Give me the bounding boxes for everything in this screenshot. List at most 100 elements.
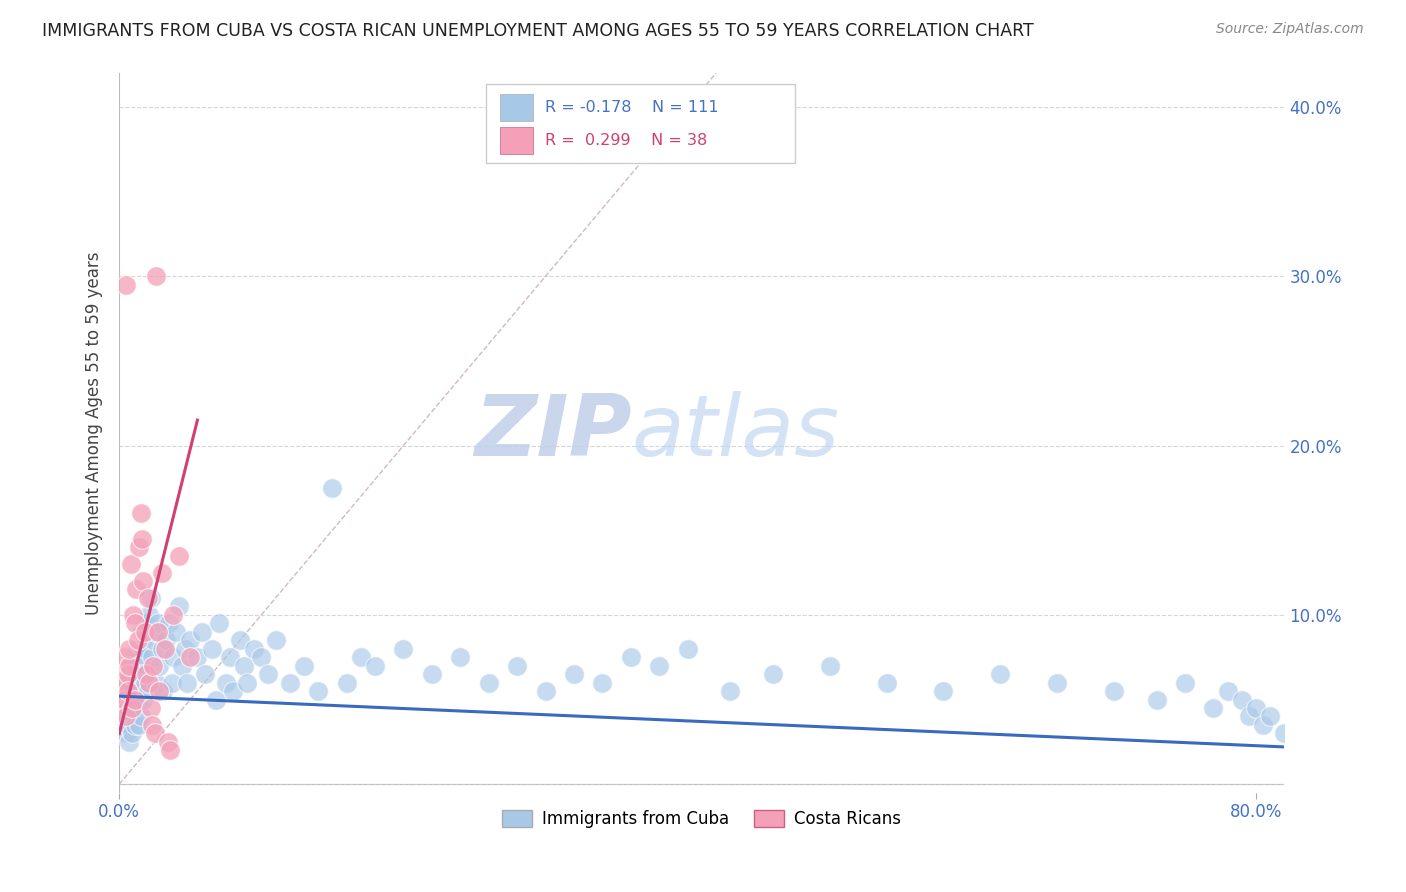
Point bbox=[138, 607, 160, 622]
Text: R =  0.299    N = 38: R = 0.299 N = 38 bbox=[544, 133, 707, 148]
Point bbox=[1258, 709, 1281, 723]
Point bbox=[278, 675, 301, 690]
Point bbox=[818, 658, 841, 673]
Point bbox=[139, 591, 162, 605]
Point bbox=[129, 506, 152, 520]
Point bbox=[876, 675, 898, 690]
Point bbox=[173, 641, 195, 656]
Point bbox=[932, 684, 955, 698]
Point bbox=[124, 718, 146, 732]
Point bbox=[134, 624, 156, 639]
Point bbox=[117, 684, 139, 698]
FancyBboxPatch shape bbox=[486, 84, 794, 163]
Point bbox=[167, 599, 190, 614]
Point bbox=[138, 675, 160, 690]
Point bbox=[118, 684, 141, 698]
Point bbox=[1251, 718, 1274, 732]
Point bbox=[364, 658, 387, 673]
Point bbox=[1146, 692, 1168, 706]
Point bbox=[146, 616, 169, 631]
Point bbox=[160, 675, 183, 690]
Point bbox=[142, 633, 165, 648]
Point bbox=[170, 658, 193, 673]
Point bbox=[1102, 684, 1125, 698]
Point bbox=[153, 641, 176, 656]
Point bbox=[132, 692, 155, 706]
Point bbox=[124, 667, 146, 681]
Text: ZIP: ZIP bbox=[474, 392, 631, 475]
Point bbox=[148, 684, 170, 698]
Point bbox=[111, 675, 134, 690]
Point bbox=[150, 641, 173, 656]
Point bbox=[336, 675, 359, 690]
Point bbox=[1302, 735, 1324, 749]
Point bbox=[167, 549, 190, 563]
Point bbox=[1372, 760, 1395, 774]
Point bbox=[118, 735, 141, 749]
Point bbox=[142, 658, 165, 673]
Point bbox=[620, 650, 643, 665]
Point bbox=[676, 641, 699, 656]
Point bbox=[115, 709, 138, 723]
Point bbox=[229, 633, 252, 648]
Point bbox=[136, 684, 159, 698]
Point bbox=[122, 709, 145, 723]
Text: IMMIGRANTS FROM CUBA VS COSTA RICAN UNEMPLOYMENT AMONG AGES 55 TO 59 YEARS CORRE: IMMIGRANTS FROM CUBA VS COSTA RICAN UNEM… bbox=[42, 22, 1033, 40]
Point bbox=[135, 667, 157, 681]
Text: atlas: atlas bbox=[631, 392, 839, 475]
Y-axis label: Unemployment Among Ages 55 to 59 years: Unemployment Among Ages 55 to 59 years bbox=[86, 251, 103, 615]
Point bbox=[159, 743, 181, 757]
Point bbox=[145, 269, 167, 284]
Point bbox=[1316, 726, 1339, 740]
Point bbox=[112, 692, 135, 706]
Point bbox=[135, 641, 157, 656]
Point bbox=[215, 675, 238, 690]
Point bbox=[125, 701, 148, 715]
Point bbox=[128, 540, 150, 554]
Point bbox=[117, 718, 139, 732]
Point bbox=[128, 675, 150, 690]
Point bbox=[122, 684, 145, 698]
Point bbox=[121, 692, 143, 706]
Point bbox=[132, 574, 155, 588]
FancyBboxPatch shape bbox=[501, 127, 533, 154]
Point bbox=[179, 650, 201, 665]
Point bbox=[141, 650, 163, 665]
Point bbox=[141, 718, 163, 732]
Point bbox=[988, 667, 1011, 681]
Point bbox=[648, 658, 671, 673]
Point bbox=[129, 709, 152, 723]
Point bbox=[136, 591, 159, 605]
Point bbox=[1174, 675, 1197, 690]
Point bbox=[350, 650, 373, 665]
Point bbox=[243, 641, 266, 656]
Point bbox=[201, 641, 224, 656]
Point bbox=[591, 675, 613, 690]
Point bbox=[129, 650, 152, 665]
Point bbox=[162, 650, 184, 665]
Point bbox=[115, 675, 138, 690]
Point bbox=[1330, 735, 1353, 749]
Point bbox=[186, 650, 208, 665]
Point bbox=[115, 277, 138, 292]
Point bbox=[121, 726, 143, 740]
Point bbox=[127, 641, 149, 656]
Point bbox=[114, 709, 136, 723]
Point bbox=[1358, 752, 1381, 766]
Point bbox=[156, 735, 179, 749]
Point bbox=[1237, 709, 1260, 723]
Point bbox=[506, 658, 529, 673]
Point bbox=[1274, 726, 1296, 740]
Point bbox=[1202, 701, 1225, 715]
Point bbox=[205, 692, 228, 706]
Point bbox=[534, 684, 557, 698]
Point bbox=[128, 718, 150, 732]
Point bbox=[145, 675, 167, 690]
Point bbox=[121, 701, 143, 715]
Point bbox=[236, 675, 259, 690]
Point bbox=[148, 658, 170, 673]
Point bbox=[257, 667, 280, 681]
Point bbox=[125, 658, 148, 673]
Point bbox=[233, 658, 256, 673]
Point bbox=[420, 667, 443, 681]
